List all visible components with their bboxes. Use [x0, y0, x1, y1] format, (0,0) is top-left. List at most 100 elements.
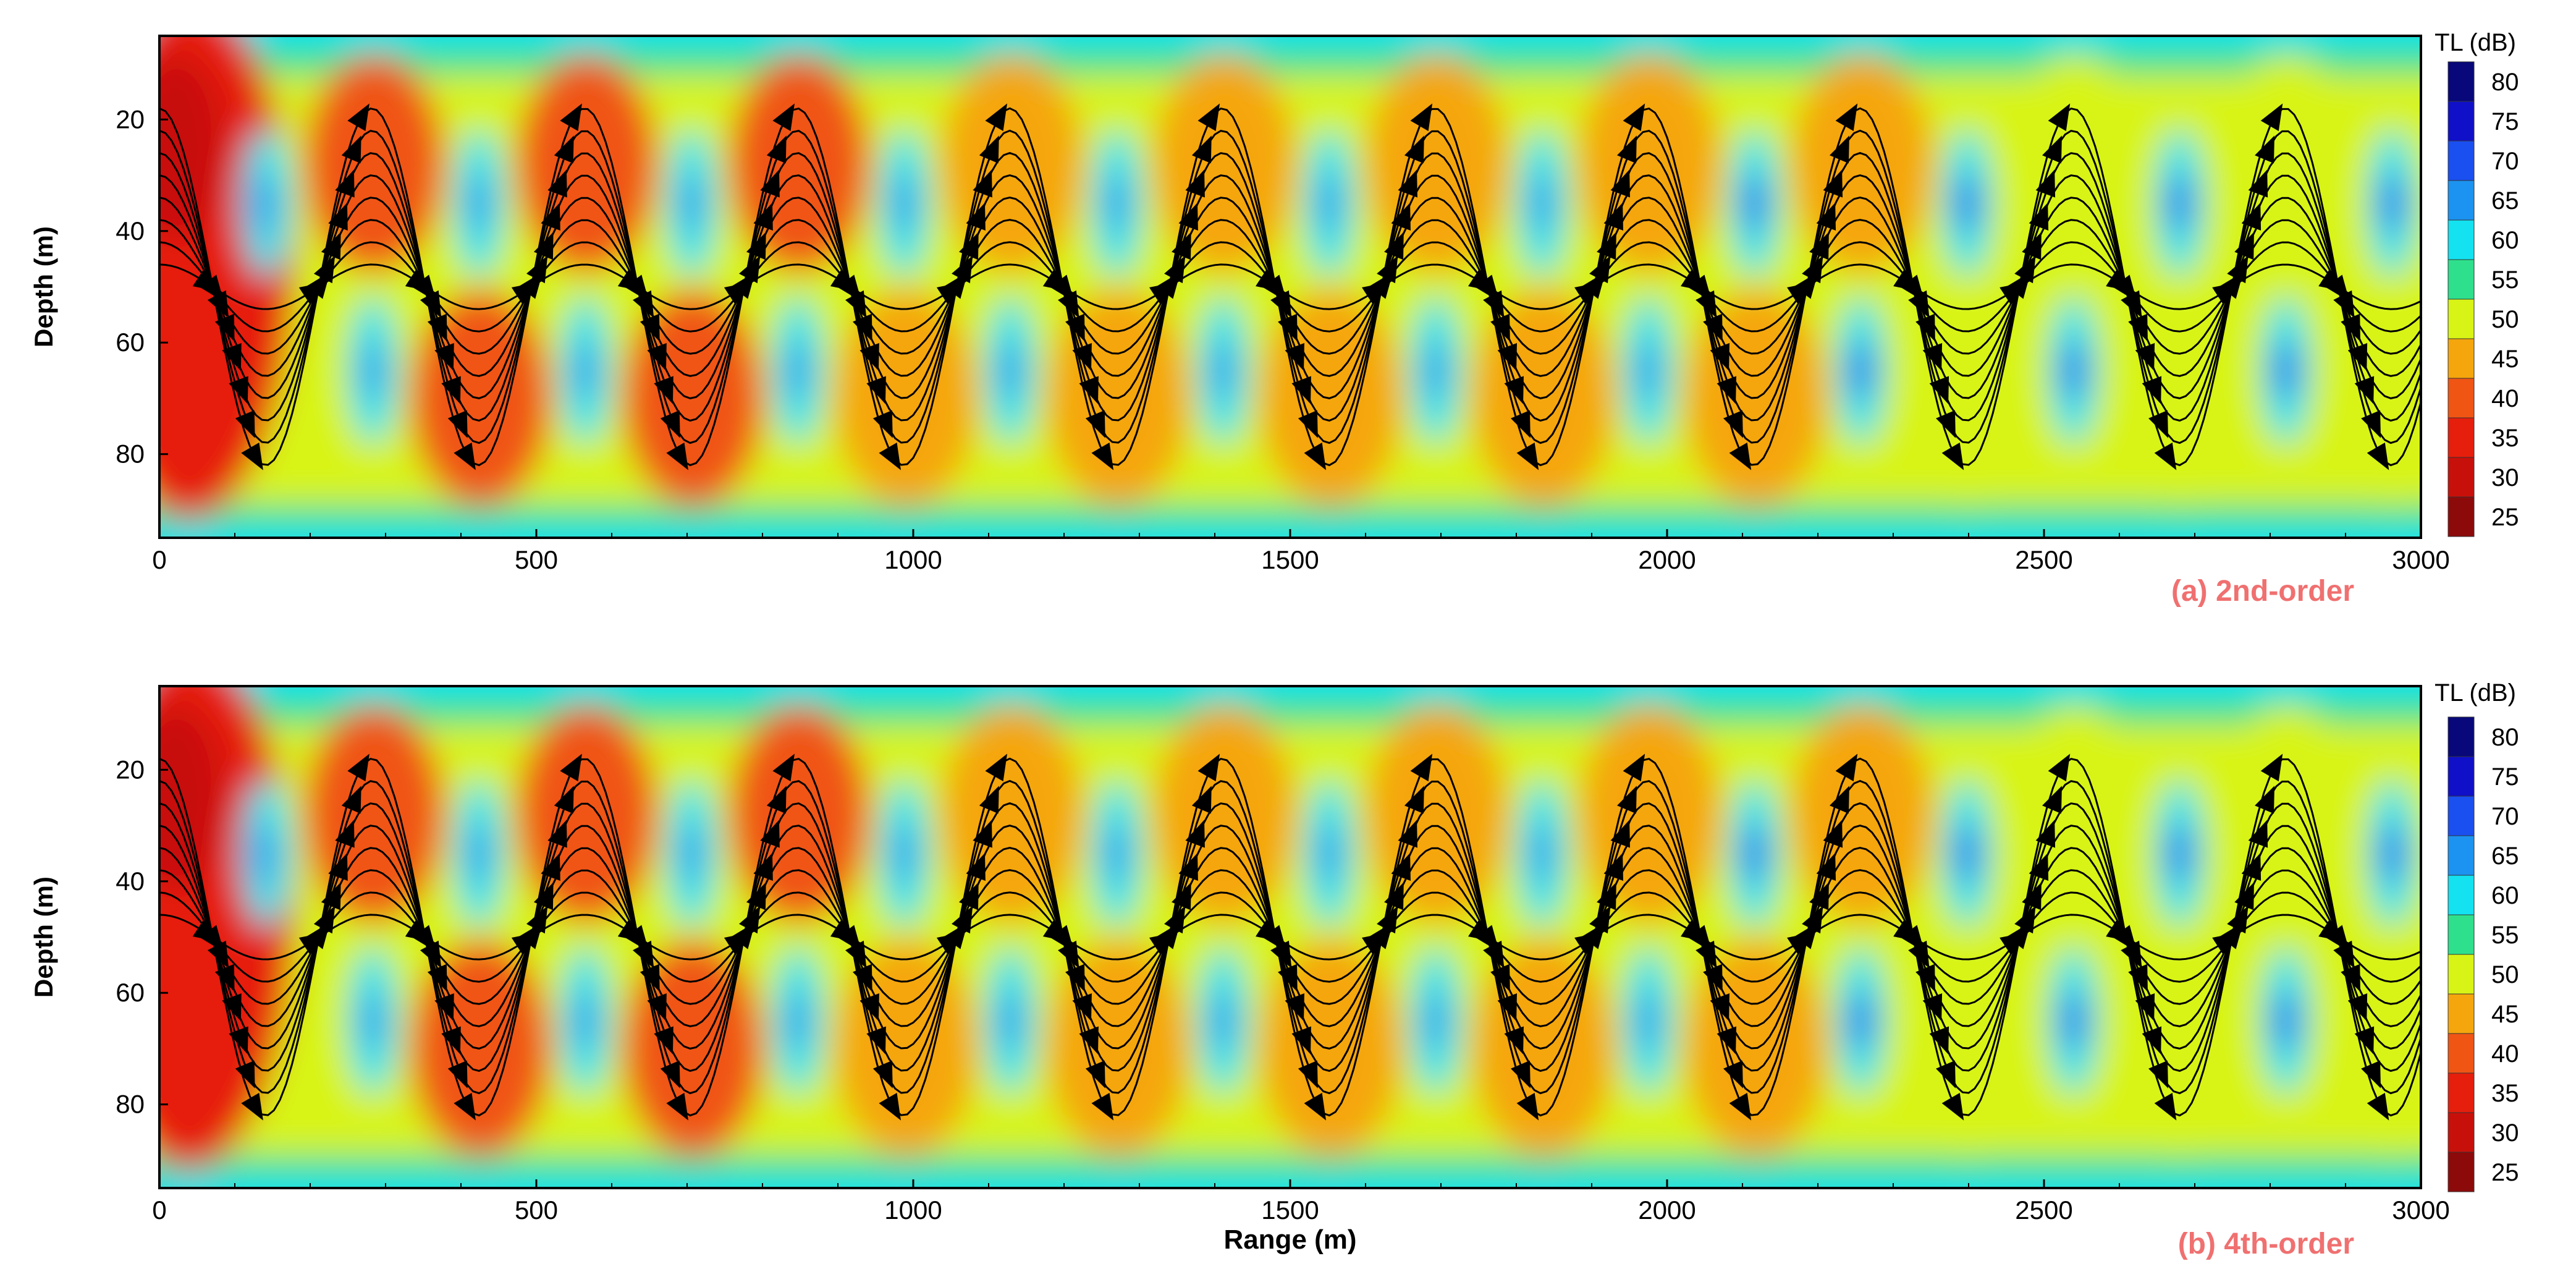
streamline-arrow [1377, 906, 1398, 934]
streamline-arrow [533, 882, 554, 911]
tl-null-core [2168, 173, 2191, 233]
tl-field-b [159, 686, 2421, 1188]
streamline-arrow [958, 882, 979, 911]
streamline-arrow [454, 1092, 476, 1121]
x-axis-label-b: Range (m) [1223, 1225, 1356, 1255]
streamline-arrow [313, 906, 336, 934]
streamline-arrow [335, 169, 355, 198]
streamline-arrow [1510, 1060, 1531, 1089]
streamline-arrow [447, 410, 468, 438]
tl-lobe-upper [303, 706, 446, 923]
streamline-arrow [1091, 442, 1114, 470]
streamline-arrow [1404, 786, 1424, 814]
x-tick-label: 2500 [2015, 1195, 2072, 1225]
colorbar-label: 45 [2491, 1001, 2519, 1028]
colorbar-swatch [2447, 1072, 2475, 1113]
x-tick-label: 3000 [2392, 545, 2449, 574]
colorbar-label: 60 [2491, 227, 2519, 254]
tl-field-a [159, 36, 2421, 538]
x-tick-label: 2000 [1638, 545, 1696, 574]
streamline-arrow [872, 410, 893, 438]
streamline-arrow [214, 313, 235, 342]
streamline-arrow [1072, 342, 1092, 371]
streamline-arrow [753, 202, 773, 231]
streamline-arrow [1065, 313, 1085, 342]
streamline-arrow [1802, 255, 1823, 284]
streamline-arrow [328, 852, 348, 881]
streamline-arrow [1304, 1092, 1327, 1121]
streamline-arrow [2035, 169, 2056, 198]
tl-null-core [574, 991, 597, 1051]
tl-null-core [468, 823, 491, 883]
streamline-arrow [985, 103, 1008, 132]
x-tick-label: 3000 [2392, 1195, 2449, 1225]
tl-null-core [1318, 823, 1341, 883]
streamline-arrow [2367, 1092, 2389, 1121]
tl-null-core [1956, 823, 1978, 883]
streamline-arrow [1729, 442, 1752, 470]
streamline-arrow [547, 820, 567, 848]
colorbar-swatch [2447, 417, 2475, 458]
streamline-arrow [1929, 376, 1949, 404]
colorbar-label: 25 [2491, 504, 2519, 531]
tl-source-core [159, 54, 224, 240]
colorbar-label: 65 [2491, 843, 2519, 870]
colorbar-label: 55 [2491, 266, 2519, 294]
streamline-arrow [1941, 1092, 1964, 1121]
streamline-arrow [647, 993, 667, 1022]
streamline-arrow [738, 255, 761, 284]
streamline-arrow [2333, 940, 2355, 969]
streamline-arrow [2248, 820, 2268, 848]
streamline-arrow [2354, 1026, 2375, 1055]
streamline-arrow [1516, 1092, 1539, 1121]
colorbar-swatch [2447, 796, 2475, 836]
streamline-arrow [660, 1060, 680, 1089]
colorbar-swatch [2447, 219, 2475, 260]
streamline-arrow [235, 1060, 255, 1089]
tl-null-core [999, 991, 1022, 1051]
streamline-arrow [1603, 852, 1624, 881]
colorbar-b: TL (dB) 80 75 70 65 60 55 50 45 40 35 30 25 [2435, 679, 2519, 1192]
streamline-arrow [2361, 410, 2381, 438]
colorbar-swatch [2447, 378, 2475, 418]
tl-null-core [361, 991, 384, 1051]
tl-null-core [893, 173, 916, 233]
colorbar-label: 80 [2491, 69, 2519, 96]
y-tick-label: 80 [116, 439, 145, 469]
streamline-arrow [547, 169, 567, 198]
streamline-arrow [1710, 342, 1730, 371]
colorbar-label: 25 [2491, 1159, 2519, 1186]
streamline-arrow [1504, 376, 1524, 404]
colorbar-swatch [2447, 993, 2475, 1034]
streamline-arrow [738, 906, 761, 934]
tl-null-core [1531, 823, 1553, 883]
streamline-arrow [1915, 964, 1935, 992]
streamline-arrow [1717, 1026, 1737, 1055]
tl-null-core [787, 991, 809, 1051]
tl-lobe-upper [940, 706, 1083, 923]
streamline-arrow [554, 786, 574, 814]
streamline-arrow [1410, 753, 1433, 782]
streamlines-a [159, 103, 2421, 470]
y-tick-label: 60 [116, 978, 145, 1007]
streamline-arrow [1298, 1060, 1318, 1089]
x-tick-label: 2000 [1638, 1195, 1696, 1225]
streamline-arrow [1597, 882, 1616, 911]
streamline-arrow [321, 232, 341, 260]
x-tick-label: 1000 [884, 1195, 942, 1225]
streamline-arrow [441, 1026, 461, 1055]
y-axis-label-b: Depth (m) [29, 877, 58, 998]
tl-lobe-upper [2216, 706, 2359, 923]
tl-null-core [680, 173, 703, 233]
streamline-arrow [866, 376, 886, 404]
colorbar-swatch [2447, 457, 2475, 498]
x-tick-label: 500 [515, 545, 558, 574]
streamline-arrow [1922, 342, 1943, 371]
tl-lobe-upper [515, 706, 658, 923]
colorbar-swatch [2447, 338, 2475, 379]
streamline-arrow [1270, 940, 1292, 969]
tl-null-core [1637, 341, 1660, 401]
streamline-arrow [1398, 820, 1417, 848]
streamline-arrow [1172, 232, 1191, 260]
